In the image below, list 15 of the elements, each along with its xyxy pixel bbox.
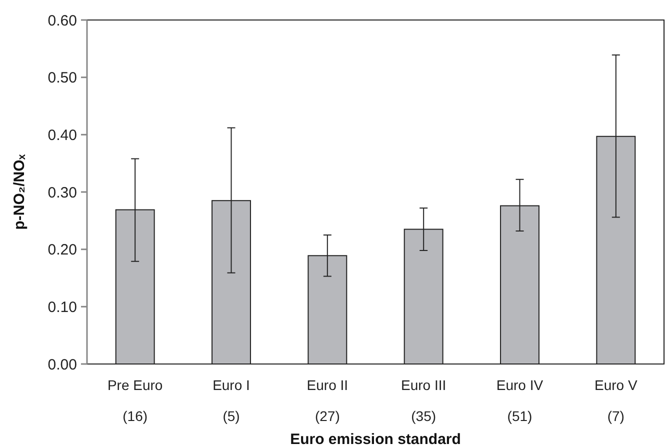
y-tick-label: 0.50 <box>48 70 77 87</box>
x-tick-label: Euro IV (51) <box>496 377 544 424</box>
x-axis-title: Euro emission standard <box>290 431 461 448</box>
y-axis-title: p-NO₂/NOₓ <box>11 154 28 230</box>
y-tick-label: 0.20 <box>48 242 77 259</box>
y-tick-label: 0.60 <box>48 12 77 30</box>
x-tick-label: Euro III (35) <box>401 377 446 424</box>
x-tick-label: Pre Euro (16) <box>107 377 163 424</box>
x-tick-label: Euro I (5) <box>212 377 250 424</box>
x-tick-label: Euro II (27) <box>306 377 348 424</box>
y-tick-label: 0.10 <box>48 298 77 316</box>
y-tick-label: 0.30 <box>48 184 77 202</box>
y-tick-label: 0.00 <box>48 356 77 374</box>
x-tick-label: Euro V (7) <box>594 377 638 424</box>
y-tick-label: 0.40 <box>48 126 77 144</box>
